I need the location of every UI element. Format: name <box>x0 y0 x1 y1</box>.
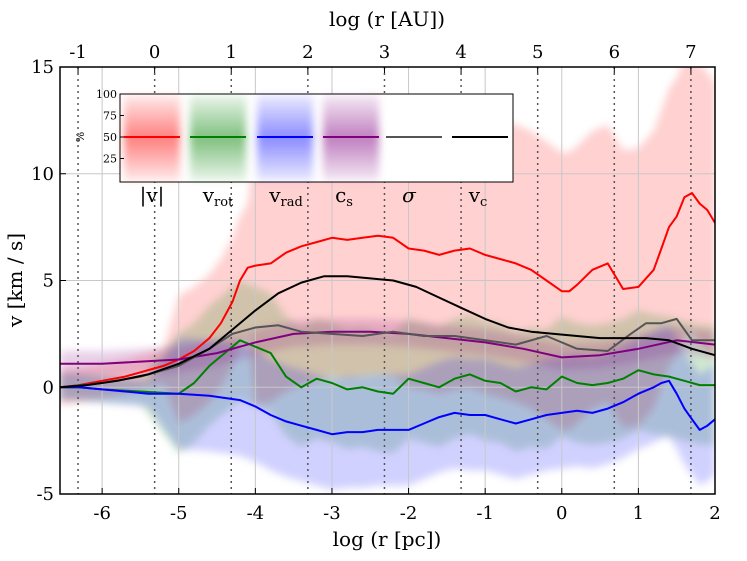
y-tick-label: 10 <box>31 164 54 185</box>
legend-scale-label: 50 <box>103 131 117 144</box>
top-tick-label: 7 <box>685 42 696 63</box>
x-tick-label: -3 <box>323 503 341 524</box>
top-tick-label: 2 <box>302 42 313 63</box>
legend-scale-unit: % <box>74 132 87 142</box>
top-tick-label: 6 <box>609 42 620 63</box>
x-tick-label: -4 <box>247 503 265 524</box>
x-tick-label: 1 <box>633 503 644 524</box>
legend-label-vrot: vrot <box>202 183 234 210</box>
x-tick-label: -5 <box>170 503 188 524</box>
x-tick-label: -1 <box>476 503 494 524</box>
top-tick-label: 5 <box>532 42 543 63</box>
top-tick-label: -1 <box>69 42 87 63</box>
top-tick-label: 1 <box>226 42 237 63</box>
series-line-v-rot <box>60 339 715 395</box>
band-c-s <box>60 318 715 377</box>
legend-scale-label: 25 <box>103 153 117 166</box>
x-tick-label: -6 <box>93 503 111 524</box>
top-tick-label: 0 <box>149 42 160 63</box>
au-dotted-lines <box>77 67 692 494</box>
top-tick-label: 3 <box>379 42 390 63</box>
top-axis-label: log (r [AU]) <box>329 7 445 31</box>
series-line-v <box>60 192 715 389</box>
x-axis-label: log (r [pc]) <box>333 527 442 551</box>
series-lines <box>60 192 715 436</box>
legend-scale-label: 75 <box>103 110 117 123</box>
legend-box <box>119 93 514 183</box>
legend-swatch-border <box>119 93 514 183</box>
x-tick-label: 2 <box>709 503 720 524</box>
legend-label-vrad: vrad <box>268 183 303 210</box>
y-tick-label: 5 <box>43 271 54 292</box>
series-line-v-c <box>60 275 715 389</box>
y-tick-label: 15 <box>31 57 54 78</box>
top-axis-ticks: -1 0 1 2 3 4 5 6 7 <box>69 42 697 73</box>
legend-label-sigma: σ <box>402 183 417 207</box>
x-axis-ticks: -6 -5 -4 -3 -2 -1 0 1 2 <box>93 488 721 524</box>
y-axis-label: v [km / s] <box>3 233 27 328</box>
series-line-v-rad <box>60 379 715 436</box>
x-tick-label: 0 <box>556 503 567 524</box>
y-tick-label: -5 <box>36 484 54 505</box>
legend-label-v: |v| <box>140 183 165 208</box>
legend-scale-label: 100 <box>96 88 117 101</box>
y-tick-label: 0 <box>43 377 54 398</box>
x-tick-label: -2 <box>400 503 418 524</box>
legend-percent-scale: 25 50 75 100% <box>74 88 124 166</box>
top-tick-label: 4 <box>455 42 466 63</box>
y-axis-ticks: -5 0 5 10 15 <box>31 57 66 505</box>
